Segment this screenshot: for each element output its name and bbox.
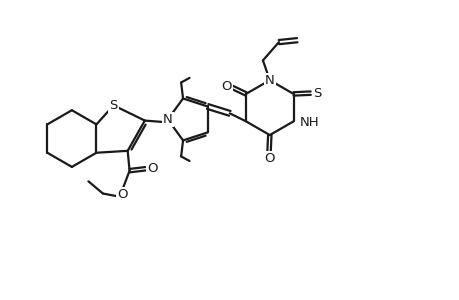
Text: S: S — [312, 87, 321, 100]
Text: NH: NH — [299, 116, 318, 129]
Text: O: O — [146, 162, 157, 175]
Text: N: N — [162, 113, 172, 126]
Text: N: N — [264, 74, 274, 87]
Text: S: S — [109, 99, 118, 112]
Text: O: O — [263, 152, 274, 165]
Text: O: O — [117, 188, 128, 201]
Text: O: O — [220, 80, 231, 93]
